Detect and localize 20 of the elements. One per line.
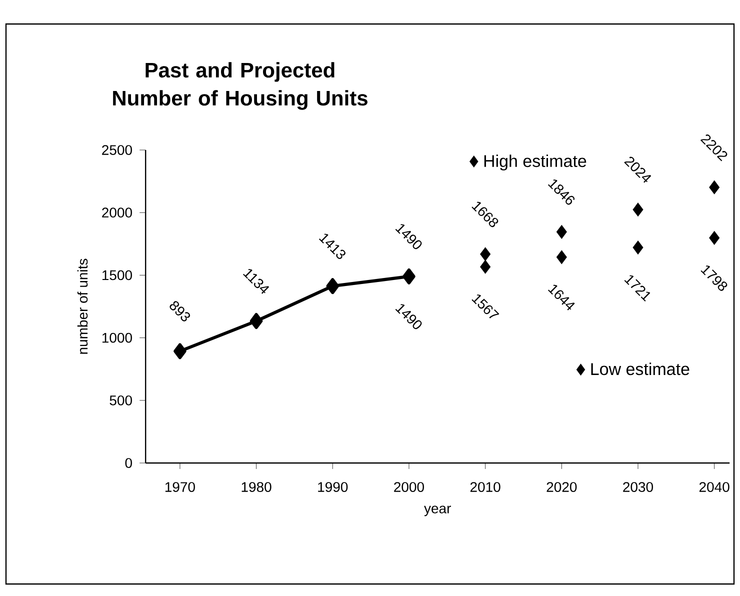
y-tick-label: 500 (110, 395, 132, 406)
legend-label: Low estimate (591, 362, 690, 376)
chart-title: Past and Projected Number of Housing Units (113, 62, 368, 110)
x-tick-label: 2000 (394, 482, 424, 492)
x-tick-label: 2040 (699, 482, 730, 492)
x-tick-label: 1990 (318, 482, 348, 492)
x-tick-label: 2010 (470, 482, 500, 492)
x-tick-label: 1970 (165, 482, 195, 492)
y-tick-label: 1000 (102, 332, 132, 343)
y-tick-label: 2500 (102, 145, 132, 155)
data-label: 893 (170, 301, 190, 322)
y-tick-label: 1500 (102, 270, 132, 280)
y-tick-label: 2000 (102, 208, 132, 218)
y-tick-label: 0 (125, 458, 132, 468)
legend-label: High estimate (484, 154, 586, 170)
x-tick-label: 1980 (242, 482, 272, 492)
x-axis-title: year (424, 506, 451, 516)
y-axis-title: number of units (77, 258, 88, 354)
x-tick-label: 2020 (546, 482, 577, 492)
x-tick-label: 2030 (623, 482, 654, 492)
